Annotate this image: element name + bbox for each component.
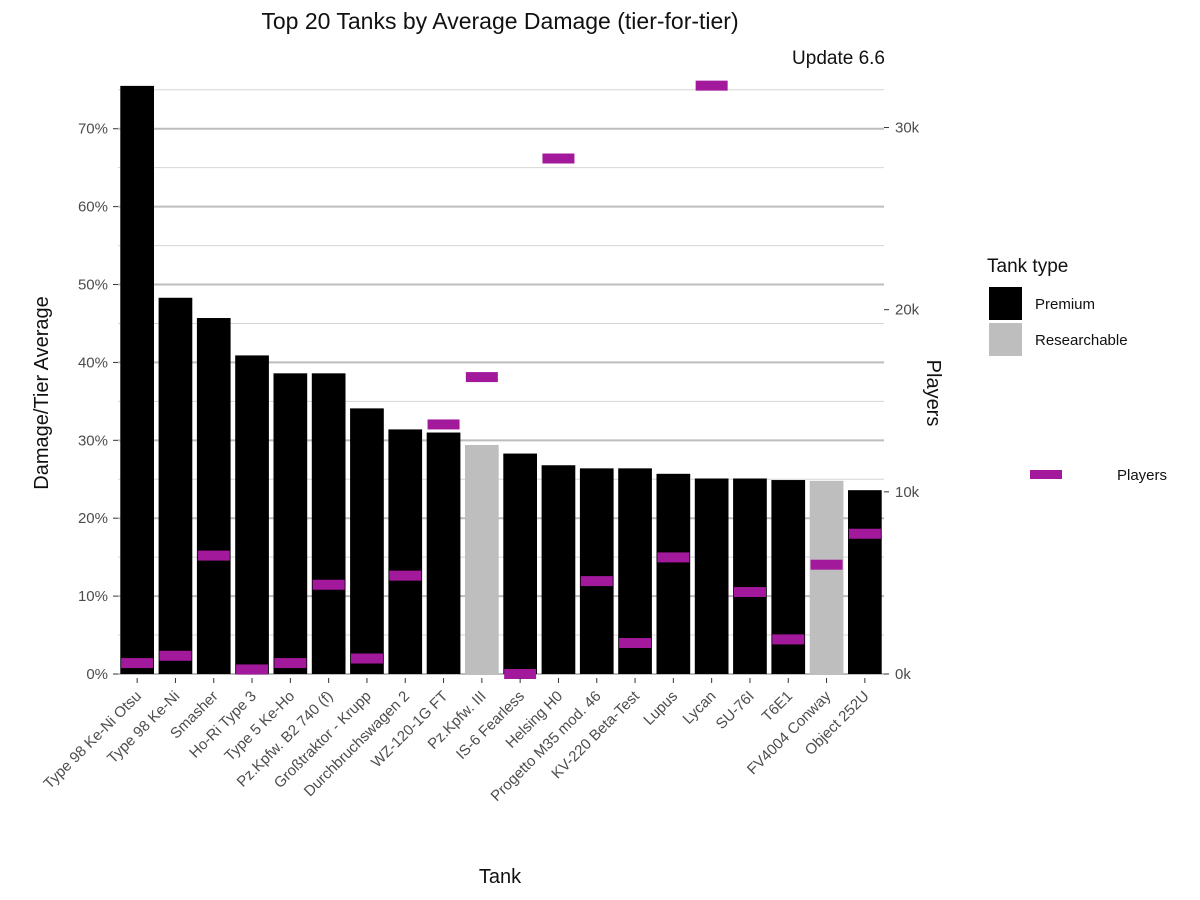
players-marker bbox=[274, 658, 307, 669]
y2-tick-label: 20k bbox=[895, 302, 920, 319]
y2-axis: 0k 10k 20k 30k bbox=[884, 120, 920, 683]
y-axis-label: Damage/Tier Average bbox=[31, 296, 53, 489]
bar bbox=[656, 473, 691, 674]
y-tick-label: 20% bbox=[78, 510, 108, 527]
y2-tick-label: 0k bbox=[895, 666, 911, 683]
legend: Tank type Premium Researchable Players bbox=[987, 256, 1167, 484]
players-marker bbox=[810, 559, 843, 570]
y2-tick-label: 30k bbox=[895, 120, 920, 137]
players-marker bbox=[772, 634, 805, 645]
players-marker bbox=[465, 372, 498, 383]
players-marker bbox=[350, 653, 383, 664]
x-tick-label: SU-76I bbox=[713, 688, 758, 733]
chart-title: Top 20 Tanks by Average Damage (tier-for… bbox=[261, 8, 739, 34]
y-tick-label: 60% bbox=[78, 199, 108, 216]
legend-label-researchable: Researchable bbox=[1035, 332, 1128, 349]
legend-title: Tank type bbox=[987, 256, 1068, 277]
players-marker bbox=[312, 579, 345, 590]
bar bbox=[158, 297, 193, 674]
y2-tick-label: 10k bbox=[895, 484, 920, 501]
y-tick-label: 30% bbox=[78, 432, 108, 449]
bar bbox=[694, 478, 729, 674]
players-marker bbox=[427, 419, 460, 430]
bar bbox=[847, 490, 882, 674]
players-marker bbox=[197, 550, 230, 561]
players-markers bbox=[121, 80, 881, 679]
legend-key-players bbox=[1030, 470, 1062, 479]
x-axis-label: Tank bbox=[479, 866, 522, 888]
grid-lines bbox=[118, 89, 884, 675]
players-marker bbox=[657, 552, 690, 563]
players-marker bbox=[580, 576, 613, 587]
bar bbox=[579, 468, 614, 674]
y-tick-label: 70% bbox=[78, 121, 108, 138]
bar bbox=[541, 465, 576, 674]
bar bbox=[809, 480, 844, 674]
legend-label-players: Players bbox=[1117, 467, 1167, 484]
bar bbox=[120, 85, 155, 675]
players-marker bbox=[159, 650, 192, 661]
players-marker bbox=[733, 587, 766, 598]
players-marker bbox=[121, 658, 154, 669]
players-marker bbox=[236, 664, 269, 675]
bar bbox=[350, 408, 384, 674]
legend-key-researchable bbox=[989, 323, 1022, 356]
bar bbox=[464, 444, 499, 674]
players-marker bbox=[695, 80, 728, 91]
y2-axis-label: Players bbox=[922, 360, 944, 427]
bar bbox=[733, 478, 767, 674]
players-marker bbox=[542, 153, 575, 164]
bar bbox=[311, 373, 346, 674]
legend-label-premium: Premium bbox=[1035, 296, 1095, 313]
bar bbox=[196, 318, 231, 674]
bar bbox=[235, 355, 269, 674]
y-tick-label: 50% bbox=[78, 277, 108, 294]
bar bbox=[503, 453, 538, 674]
players-marker bbox=[619, 638, 652, 649]
players-marker bbox=[504, 669, 537, 679]
bars bbox=[120, 85, 882, 675]
y-axis: 0% 10% 20% 30% 40% 50% 60% 70% bbox=[78, 121, 118, 683]
bar bbox=[388, 429, 423, 674]
players-marker bbox=[389, 570, 422, 581]
y-tick-label: 0% bbox=[86, 666, 108, 683]
bar bbox=[426, 432, 461, 674]
bar bbox=[771, 480, 806, 674]
legend-key-premium bbox=[989, 287, 1022, 320]
y-tick-label: 40% bbox=[78, 354, 108, 371]
y-tick-label: 10% bbox=[78, 588, 108, 605]
chart-subtitle: Update 6.6 bbox=[792, 48, 885, 69]
players-marker bbox=[848, 528, 881, 539]
x-tick-label: Lupus bbox=[640, 688, 681, 729]
bar bbox=[273, 373, 308, 674]
